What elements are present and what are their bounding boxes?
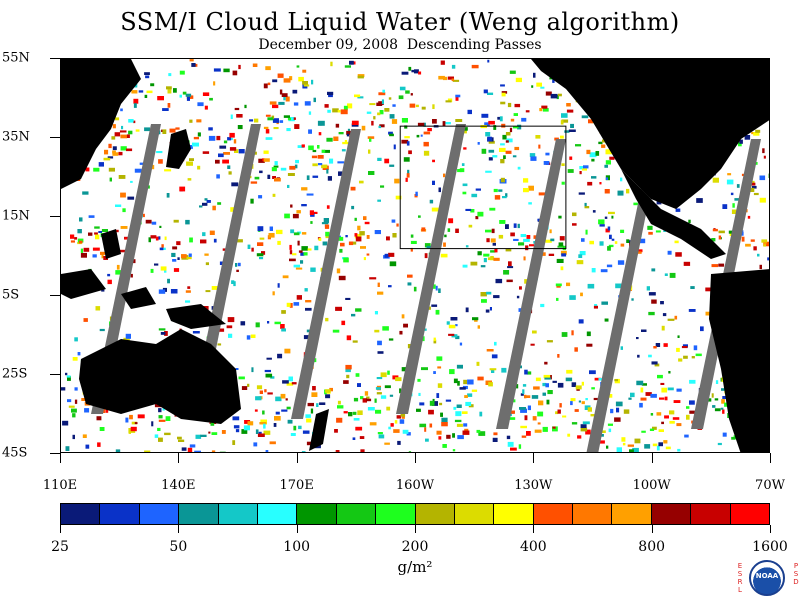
colorbar-swatch-3: [179, 504, 219, 524]
colorbar-swatch-17: [730, 504, 770, 524]
colorbar: [60, 503, 770, 525]
colorbar-tick: [533, 525, 535, 533]
colorbar-swatch-5: [257, 504, 298, 524]
colorbar-swatch-8: [376, 504, 416, 524]
lat-label-1: 35N: [2, 129, 30, 145]
colorbar-swatch-15: [651, 504, 692, 524]
lon-tick: [296, 453, 298, 463]
lon-label-1: 140E: [161, 478, 196, 493]
colorbar-swatch-14: [612, 504, 652, 524]
colorbar-label-3: 200: [401, 539, 429, 555]
colorbar-label-1: 50: [169, 539, 188, 555]
lon-tick: [415, 453, 416, 463]
map-canvas: [61, 59, 769, 452]
colorbar-label-0: 25: [51, 539, 69, 555]
colorbar-swatch-2: [139, 504, 180, 524]
lon-label-6: 70W: [755, 478, 785, 493]
lat-label-5: 45S: [2, 445, 28, 461]
colorbar-tick: [296, 525, 298, 533]
lon-label-4: 130W: [514, 478, 553, 493]
lon-label-2: 170E: [279, 478, 314, 493]
land-masses: [61, 59, 769, 452]
lon-tick: [533, 453, 535, 463]
lon-tick: [651, 453, 653, 463]
colorbar-label-5: 800: [638, 539, 666, 555]
colorbar-label-2: 100: [283, 539, 311, 555]
colorbar-swatch-4: [218, 504, 258, 524]
colorbar-swatch-10: [454, 504, 495, 524]
lon-tick: [770, 453, 771, 463]
colorbar-swatch-6: [297, 504, 337, 524]
colorbar-units: g/m²: [397, 558, 433, 576]
lat-tick: [50, 295, 60, 296]
colorbar-swatch-7: [336, 504, 377, 524]
page-title: SSM/I Cloud Liquid Water (Weng algorithm…: [120, 8, 680, 36]
colorbar-label-4: 400: [519, 539, 547, 555]
lon-label-0: 110E: [42, 478, 78, 493]
page-subtitle: December 09, 2008 Descending Passes: [258, 37, 542, 53]
cloud-water-map: [60, 58, 770, 453]
colorbar-swatch-13: [573, 504, 613, 524]
lat-tick: [50, 58, 60, 59]
colorbar-tick: [178, 525, 180, 533]
colorbar-swatch-16: [691, 504, 731, 524]
colorbar-tick: [60, 525, 61, 533]
lat-label-0: 55N: [2, 50, 30, 66]
colorbar-label-6: 1600: [752, 539, 788, 555]
region-highlight-box: [399, 125, 567, 250]
lat-tick: [50, 374, 60, 375]
colorbar-swatch-12: [533, 504, 574, 524]
lon-tick: [178, 453, 180, 463]
lon-label-3: 160W: [395, 478, 435, 493]
colorbar-swatch-0: [61, 504, 101, 524]
missing-data-swaths: [91, 124, 761, 452]
noaa-emblem-icon: NOAA: [749, 560, 785, 596]
lat-tick: [50, 216, 60, 217]
lon-tick: [60, 453, 61, 463]
colorbar-tick: [415, 525, 416, 533]
colorbar-tick: [770, 525, 771, 533]
lat-tick: [50, 453, 60, 454]
lat-label-2: 15N: [2, 208, 30, 224]
lat-label-3: 5S: [2, 287, 20, 303]
colorbar-swatch-1: [100, 504, 140, 524]
colorbar-swatch-11: [494, 504, 534, 524]
lat-tick: [50, 137, 60, 138]
lon-label-5: 100W: [632, 478, 671, 493]
colorbar-swatch-9: [415, 504, 455, 524]
colorbar-tick: [651, 525, 653, 533]
lat-label-4: 25S: [2, 366, 28, 382]
